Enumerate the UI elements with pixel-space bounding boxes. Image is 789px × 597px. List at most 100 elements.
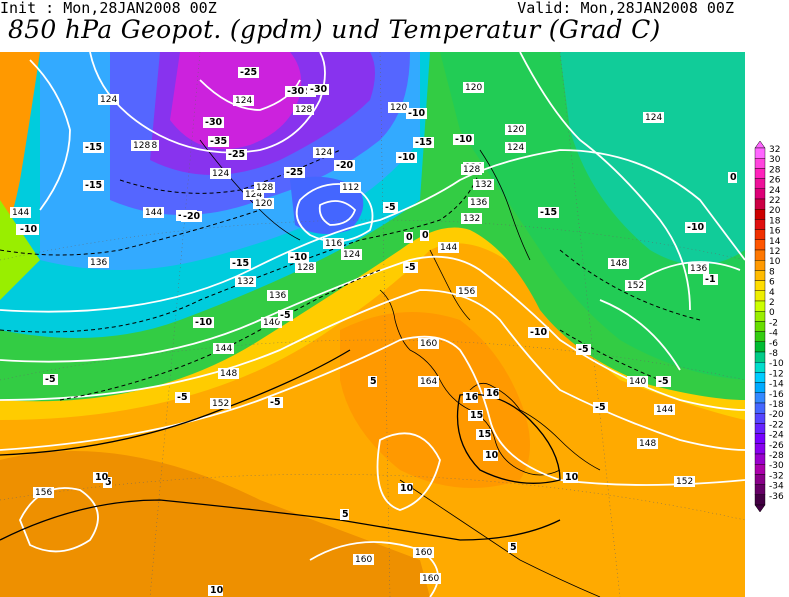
geopotential-label-bg — [295, 262, 316, 273]
geopotential-label-bg — [235, 276, 256, 287]
temperature-isotherms — [0, 149, 701, 401]
temperature-label-bg — [193, 317, 214, 328]
geopotential-label-bg — [473, 179, 494, 190]
legend-swatch — [754, 310, 766, 322]
temperature-label: -25 — [286, 167, 303, 178]
map-labels: 1241241241281281281241201201241241441441… — [10, 67, 737, 596]
geopotential-label-bg — [341, 249, 362, 260]
coastline-italy — [469, 382, 601, 471]
legend-swatch — [754, 259, 766, 271]
map-title: 850 hPa Geopot. (gpdm) und Temperatur (G… — [8, 15, 661, 44]
temperature-label: 5 — [370, 376, 377, 387]
legend-swatch — [754, 402, 766, 414]
legend-swatch — [754, 168, 766, 179]
geopotential-label-bg — [261, 317, 282, 328]
valid-time: Valid: Mon,28JAN2008 00Z — [517, 0, 734, 17]
temperature-label-bg — [226, 149, 247, 160]
temperature-label-bg — [278, 310, 293, 321]
geopotential-label: 120 — [465, 83, 482, 93]
geopotential-label: 132 — [463, 214, 480, 224]
temperature-label: -15 — [85, 180, 102, 191]
temperature-label: -20 — [336, 160, 354, 171]
temperature-label-bg — [404, 232, 413, 243]
temperature-label: -30 — [310, 84, 328, 95]
temperature-label: -30 — [287, 86, 305, 97]
geopotential-label-bg — [625, 280, 646, 291]
legend-swatch — [754, 433, 766, 445]
temperature-label-bg — [593, 402, 608, 413]
temperature-label-bg — [484, 388, 499, 399]
geopotential-label: 160 — [415, 548, 432, 558]
legend-swatch — [754, 423, 766, 434]
temperature-label: -10 — [195, 317, 213, 328]
temp-band-teal-east — [560, 52, 745, 265]
temperature-label: -5 — [270, 397, 281, 408]
legend-label: -26 — [769, 441, 784, 451]
temperature-label: -15 — [232, 258, 249, 269]
temperature-label-bg — [288, 252, 309, 263]
legend-swatch — [754, 188, 766, 200]
temperature-label: 16 — [465, 392, 479, 403]
map-header: Init : Mon,28JAN2008 00Z Valid: Mon,28JA… — [0, 0, 789, 52]
temperature-label-bg — [383, 202, 398, 213]
temperature-label-bg — [340, 509, 349, 520]
geopotential-label-bg — [33, 487, 54, 498]
legend-label: 14 — [769, 237, 781, 247]
temperature-label: 5 — [342, 509, 349, 520]
temperature-label-bg — [43, 374, 58, 385]
geopotential-label: 136 — [90, 258, 107, 268]
geopotential-label: 124 — [245, 190, 262, 200]
coastline-west-europe — [379, 289, 561, 476]
geopotential-label: 164 — [420, 377, 437, 387]
temperature-label: -25 — [228, 149, 245, 160]
geopotential-label: 148 — [610, 259, 627, 269]
legend-swatch — [754, 321, 766, 332]
legend-label: -18 — [769, 400, 784, 410]
legend-label: -20 — [769, 410, 784, 420]
legend-label: -36 — [769, 492, 784, 502]
geopotential-label: 156 — [458, 287, 475, 297]
temperature-isotherms-positive — [0, 349, 561, 541]
temperature-label: -10 — [687, 222, 705, 233]
temperature-label-bg — [396, 152, 417, 163]
geopotential-label: 112 — [342, 183, 359, 193]
legend-swatch — [754, 290, 766, 302]
legend-label: 24 — [769, 186, 781, 196]
color-legend: 32302826242220181614121086420-2-4-6-8-10… — [754, 140, 784, 513]
temperature-label-bg — [656, 376, 671, 387]
geopotential-label: 160 — [355, 555, 372, 565]
temperature-label-bg — [576, 344, 591, 355]
legend-swatch — [754, 158, 766, 169]
legend-label: -2 — [769, 318, 778, 328]
geopotential-label-bg — [627, 376, 648, 387]
temperature-label: 10 — [565, 472, 579, 483]
legend-label: 20 — [769, 206, 781, 216]
geopotential-label-bg — [643, 112, 664, 123]
legend-arrow-bottom — [754, 504, 766, 513]
geopotential-label: 128 — [256, 183, 273, 193]
temperature-label-bg — [175, 392, 190, 403]
legend-swatch — [754, 474, 766, 485]
geopotential-label-bg — [461, 213, 482, 224]
temperature-label-bg — [203, 117, 224, 128]
legend-bar — [754, 140, 766, 513]
temperature-label: 10 — [485, 450, 499, 461]
legend-label: -4 — [769, 329, 778, 339]
geopotential-label-bg — [413, 547, 434, 558]
temperature-label: 5 — [510, 542, 517, 553]
legend-label: 8 — [769, 267, 775, 277]
temperature-label-bg — [483, 450, 498, 461]
temperature-label-bg — [398, 483, 413, 494]
geopotential-label: 124 — [507, 143, 524, 153]
graticule — [0, 52, 745, 597]
temperature-label-bg — [420, 230, 429, 241]
temperature-label: -5 — [658, 376, 669, 387]
temperature-label: 15 — [470, 410, 483, 421]
temperature-label: -30 — [205, 117, 223, 128]
temperature-label-bg — [528, 327, 549, 338]
legend-label: -34 — [769, 482, 784, 492]
geopotential-label: 132 — [475, 180, 492, 190]
temperature-label-bg — [285, 86, 306, 97]
geopotential-label: 148 — [639, 439, 656, 449]
geopotential-label-bg — [505, 142, 526, 153]
